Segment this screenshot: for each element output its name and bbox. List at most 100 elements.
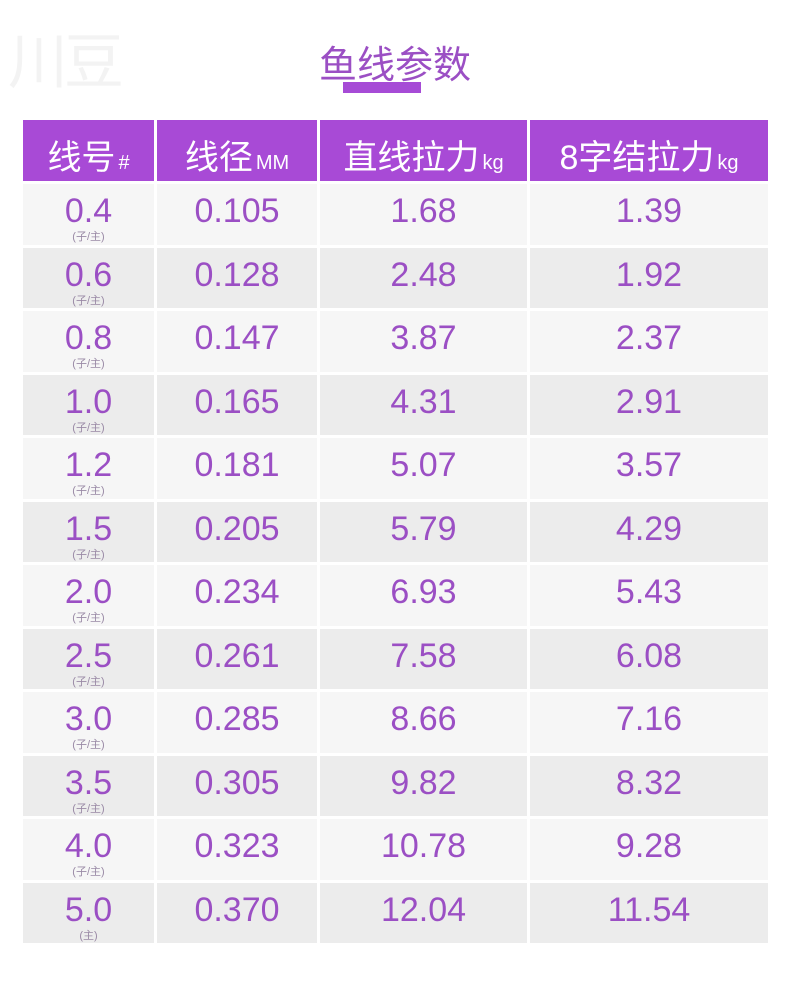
header-knot-strength: 8字结拉力 kg	[530, 120, 768, 181]
header-unit: kg	[482, 152, 504, 174]
cell-diameter: 0.105	[157, 184, 317, 245]
size-value: 0.6	[64, 255, 113, 294]
cell-knot-strength: 9.28	[530, 819, 768, 880]
cell-knot-strength: 1.39	[530, 184, 768, 245]
cell-knot-strength: 2.37	[530, 311, 768, 372]
size-value: 2.5	[64, 636, 113, 675]
table-row: 0.8 (子/主) 0.147 3.87 2.37	[23, 311, 768, 372]
cell-size: 3.5 (子/主)	[23, 755, 154, 816]
cell-diameter: 0.285	[157, 692, 317, 753]
page-title: 鱼线参数	[318, 45, 471, 87]
table-row: 5.0 (主) 0.370 12.04 11.54	[23, 882, 768, 943]
size-note: (子/主)	[72, 485, 105, 497]
size-note: (子/主)	[72, 358, 105, 370]
cell-diameter: 0.181	[157, 438, 317, 499]
cell-size: 2.5 (子/主)	[23, 628, 154, 689]
cell-size: 0.8 (子/主)	[23, 311, 154, 372]
table-row: 4.0 (子/主) 0.323 10.78 9.28	[23, 819, 768, 880]
size-value: 0.8	[64, 319, 113, 357]
size-value: 1.0	[64, 382, 113, 421]
size-note: (子/主)	[72, 739, 105, 751]
cell-straight-strength: 2.48	[320, 247, 527, 308]
header-unit: #	[118, 152, 130, 174]
cell-straight-strength: 12.04	[320, 882, 527, 943]
size-value: 1.5	[64, 509, 113, 548]
size-note: (主)	[79, 929, 98, 942]
header-unit: kg	[717, 152, 739, 174]
cell-knot-strength: 5.43	[530, 565, 768, 626]
table-header-row: 线号 # 线径 MM 直线拉力 kg 8字结拉力 kg	[23, 120, 768, 181]
cell-straight-strength: 8.66	[320, 692, 527, 753]
table-row: 1.2 (子/主) 0.181 5.07 3.57	[23, 438, 768, 499]
cell-diameter: 0.323	[157, 819, 317, 880]
fishing-line-spec-table: 线号 # 线径 MM 直线拉力 kg 8字结拉力 kg 0.4 (子/主) 0.105 1.6…	[23, 120, 768, 946]
cell-size: 0.4 (子/主)	[23, 184, 154, 245]
size-value: 3.0	[64, 700, 113, 738]
size-note: (子/主)	[72, 548, 105, 561]
cell-size: 1.2 (子/主)	[23, 438, 154, 499]
size-note: (子/主)	[72, 866, 105, 878]
cell-straight-strength: 7.58	[320, 628, 527, 689]
size-note: (子/主)	[72, 675, 105, 688]
table-row: 0.6 (子/主) 0.128 2.48 1.92	[23, 247, 768, 308]
cell-diameter: 0.128	[157, 247, 317, 308]
header-label: 线号	[47, 139, 116, 177]
header-label: 线径	[184, 139, 253, 177]
cell-straight-strength: 6.93	[320, 565, 527, 626]
title-underline	[343, 82, 421, 93]
cell-diameter: 0.234	[157, 565, 317, 626]
cell-size: 3.0 (子/主)	[23, 692, 154, 753]
size-value: 4.0	[64, 827, 113, 865]
cell-straight-strength: 5.79	[320, 501, 527, 562]
size-value: 3.5	[64, 763, 113, 802]
size-value: 2.0	[64, 573, 113, 611]
cell-knot-strength: 6.08	[530, 628, 768, 689]
size-value: 0.4	[64, 192, 113, 230]
table-row: 1.0 (子/主) 0.165 4.31 2.91	[23, 374, 768, 435]
cell-size: 2.0 (子/主)	[23, 565, 154, 626]
size-note: (子/主)	[72, 231, 105, 243]
cell-knot-strength: 2.91	[530, 374, 768, 435]
header-unit: MM	[255, 152, 290, 174]
cell-straight-strength: 9.82	[320, 755, 527, 816]
cell-straight-strength: 1.68	[320, 184, 527, 245]
header-label: 直线拉力	[343, 139, 480, 177]
size-note: (子/主)	[72, 802, 105, 815]
table-row: 3.0 (子/主) 0.285 8.66 7.16	[23, 692, 768, 753]
cell-size: 1.5 (子/主)	[23, 501, 154, 562]
cell-size: 1.0 (子/主)	[23, 374, 154, 435]
size-note: (子/主)	[72, 294, 105, 307]
size-value: 5.0	[64, 890, 113, 929]
table-row: 0.4 (子/主) 0.105 1.68 1.39	[23, 184, 768, 245]
size-note: (子/主)	[72, 421, 105, 434]
header-line-number: 线号 #	[23, 120, 154, 181]
header-diameter: 线径 MM	[157, 120, 317, 181]
size-value: 1.2	[64, 446, 113, 484]
cell-diameter: 0.370	[157, 882, 317, 943]
size-note: (子/主)	[72, 612, 105, 624]
table-row: 2.5 (子/主) 0.261 7.58 6.08	[23, 628, 768, 689]
cell-straight-strength: 3.87	[320, 311, 527, 372]
cell-knot-strength: 7.16	[530, 692, 768, 753]
cell-straight-strength: 10.78	[320, 819, 527, 880]
cell-diameter: 0.261	[157, 628, 317, 689]
cell-diameter: 0.205	[157, 501, 317, 562]
watermark-logo: 川豆	[8, 29, 124, 96]
cell-knot-strength: 11.54	[530, 882, 768, 943]
cell-diameter: 0.305	[157, 755, 317, 816]
cell-knot-strength: 4.29	[530, 501, 768, 562]
header-label: 8字结拉力	[559, 139, 715, 177]
cell-straight-strength: 5.07	[320, 438, 527, 499]
cell-straight-strength: 4.31	[320, 374, 527, 435]
table-row: 1.5 (子/主) 0.205 5.79 4.29	[23, 501, 768, 562]
cell-knot-strength: 1.92	[530, 247, 768, 308]
table-row: 2.0 (子/主) 0.234 6.93 5.43	[23, 565, 768, 626]
table-row: 3.5 (子/主) 0.305 9.82 8.32	[23, 755, 768, 816]
cell-knot-strength: 8.32	[530, 755, 768, 816]
cell-diameter: 0.147	[157, 311, 317, 372]
cell-size: 0.6 (子/主)	[23, 247, 154, 308]
cell-size: 4.0 (子/主)	[23, 819, 154, 880]
cell-diameter: 0.165	[157, 374, 317, 435]
header-straight-strength: 直线拉力 kg	[320, 120, 527, 181]
cell-size: 5.0 (主)	[23, 882, 154, 943]
